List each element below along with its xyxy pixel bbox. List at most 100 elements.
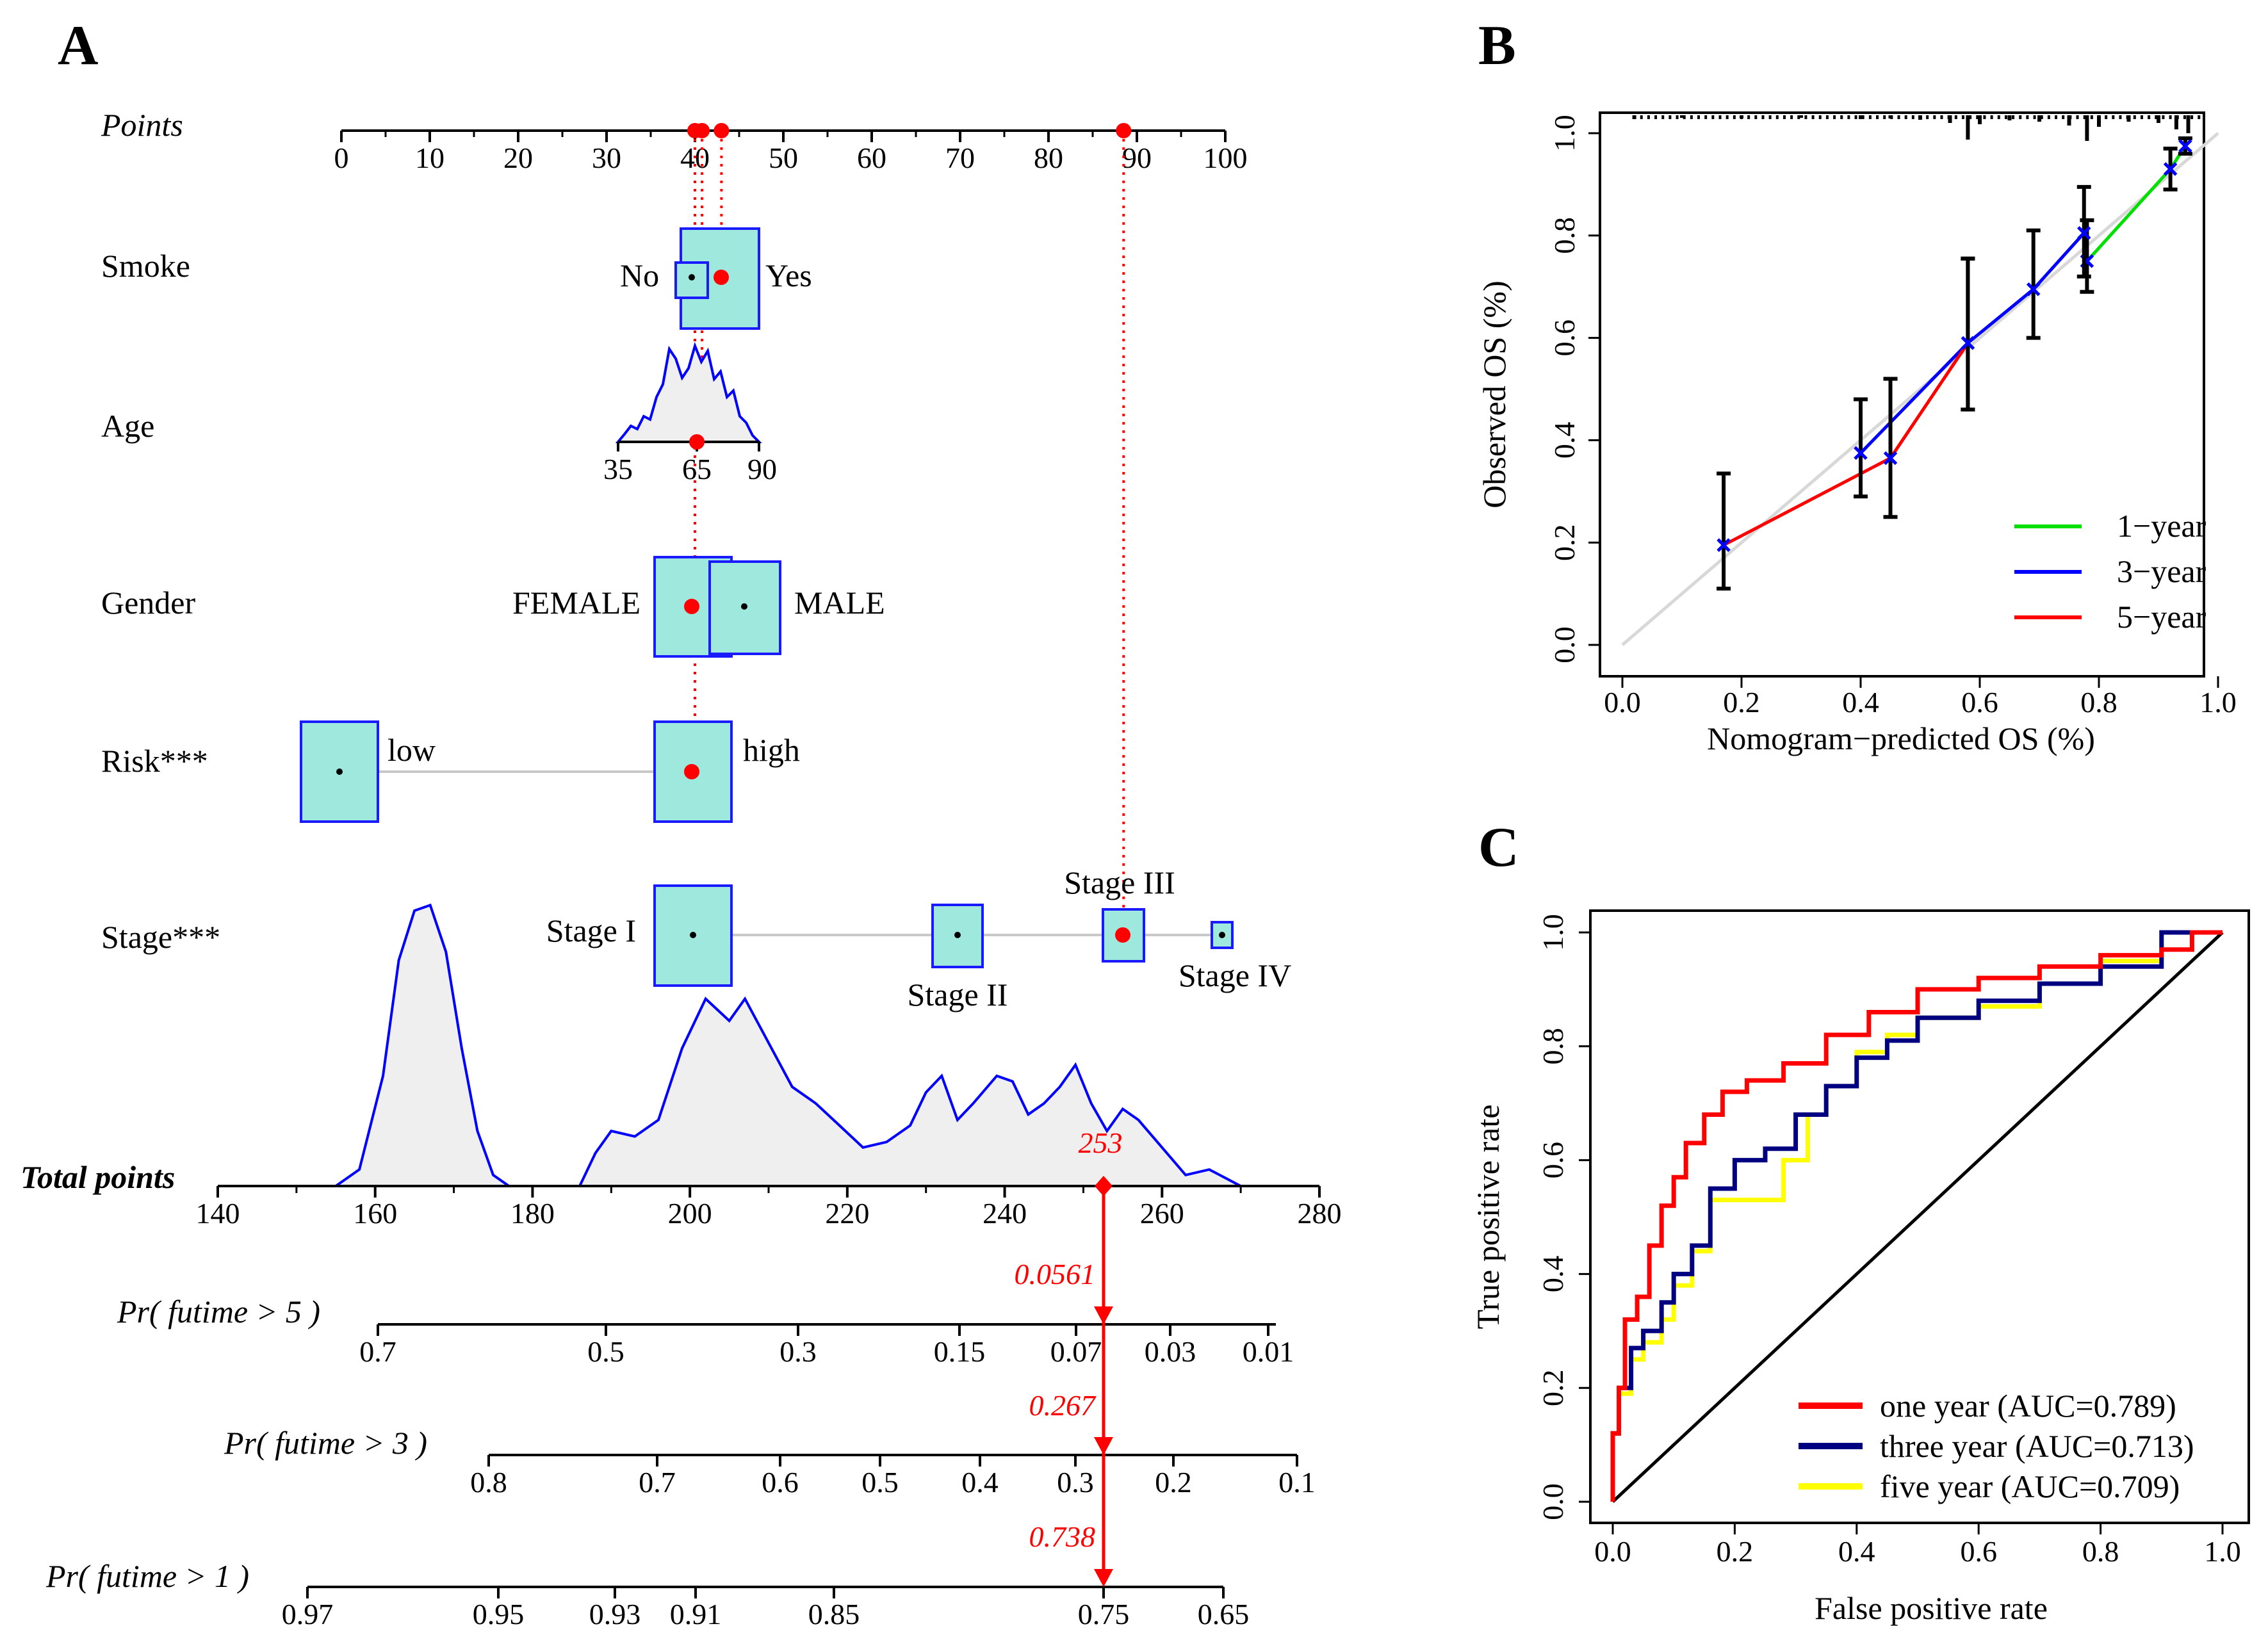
pr1-tick-label: 0.95 <box>473 1598 525 1630</box>
stage-row: Stage I Stage II Stage III Stage IV <box>546 865 1291 1012</box>
points-tick-label: 90 <box>1122 142 1152 174</box>
calibration-y-tick-label: 0.2 <box>1548 524 1581 561</box>
pr3-value: 0.267 <box>1029 1389 1097 1422</box>
pr3-tick-label: 0.1 <box>1278 1466 1316 1499</box>
smoke-row: No Yes <box>620 227 812 330</box>
smoke-label: Smoke <box>101 248 190 284</box>
points-tick-label: 10 <box>415 142 445 174</box>
roc-y-tick-label: 0.4 <box>1537 1256 1569 1293</box>
calibration-x-tick-label: 1.0 <box>2199 686 2237 719</box>
calibration-line-2 <box>1859 232 2085 455</box>
panel-a-letter: A <box>58 15 99 77</box>
risk-row: low high <box>300 720 800 823</box>
points-tick-label: 50 <box>769 142 798 174</box>
roc-y-tick-label: 0.6 <box>1537 1142 1569 1179</box>
total-points-density <box>335 903 1242 1187</box>
pr1-tick-label: 0.91 <box>670 1598 722 1630</box>
points-tick-label: 70 <box>945 142 975 174</box>
pr3-tick-label: 0.4 <box>961 1466 999 1499</box>
prediction-arrow: 253 0.0561 0.267 0.738 <box>1015 1126 1123 1587</box>
roc-x-tick-label: 0.6 <box>1960 1535 1997 1568</box>
calibration-rug <box>1632 115 2201 141</box>
stage-label: Stage*** <box>101 919 220 955</box>
roc-x-tick-label: 0.0 <box>1594 1535 1631 1568</box>
pr3-label: Pr( futime > 3 ) <box>224 1425 427 1461</box>
pr3-tick-label: 0.2 <box>1155 1466 1192 1499</box>
points-tick-label: 30 <box>592 142 621 174</box>
calibration-x-tick-label: 0.4 <box>1842 686 1879 719</box>
calibration-x-tick-label: 0.0 <box>1604 686 1641 719</box>
stage-ii-dot <box>954 932 961 938</box>
pr1-value: 0.738 <box>1029 1520 1096 1553</box>
calibration-x-tick-label: 0.6 <box>1961 686 1998 719</box>
age-label: Age <box>101 408 154 444</box>
calibration-y-tick-label: 0.0 <box>1548 626 1581 663</box>
pr5-tick-label: 0.3 <box>779 1335 817 1368</box>
gender-row: FEMALE MALE <box>512 556 885 658</box>
points-tick-label: 20 <box>503 142 533 174</box>
total-points-row: 140 160 180 200 220 240 260 280 <box>196 903 1342 1230</box>
points-tick-label: 0 <box>334 142 349 174</box>
points-label: Points <box>101 107 183 143</box>
pr5-tick-label: 0.07 <box>1050 1335 1102 1368</box>
calibration-xlabel: Nomogram−predicted OS (%) <box>1707 720 2095 756</box>
total-points-marker <box>1095 1176 1113 1196</box>
calibration-line-3 <box>1722 342 1970 547</box>
roc-y-tick-label: 1.0 <box>1537 914 1569 951</box>
panel-b-letter: B <box>1478 15 1516 77</box>
roc-ylabel: True positive rate <box>1470 1105 1506 1329</box>
pr5-row: 0.7 0.5 0.3 0.15 0.07 0.03 0.01 <box>359 1323 1294 1368</box>
pr5-tick-label: 0.03 <box>1145 1335 1196 1368</box>
legend-label-three-year: three year (AUC=0.713) <box>1880 1428 2194 1464</box>
smoke-no-dot <box>689 274 695 280</box>
roc-x-tick-label: 0.8 <box>2082 1535 2119 1568</box>
gender-female-label: FEMALE <box>512 585 640 621</box>
calibration-point <box>1883 451 1898 466</box>
calibration-point <box>1854 446 1868 460</box>
total-points-tick-label: 280 <box>1298 1197 1342 1230</box>
age-selected-marker <box>689 434 705 450</box>
roc-y-tick-label: 0.0 <box>1537 1483 1569 1520</box>
pr3-tick-label: 0.7 <box>639 1466 676 1499</box>
pr1-tick-label: 0.75 <box>1078 1598 1130 1630</box>
calibration-x-tick-label: 0.2 <box>1723 686 1760 719</box>
roc-legend: one year (AUC=0.789) three year (AUC=0.7… <box>1799 1388 2194 1504</box>
legend-label-5year: 5−year <box>2117 599 2207 635</box>
total-points-label: Total points <box>20 1159 175 1195</box>
gender-selected-marker <box>684 599 699 614</box>
calibration-y-tick-label: 0.4 <box>1548 422 1581 459</box>
smoke-no-label: No <box>620 257 659 293</box>
pr1-tick-label: 0.85 <box>808 1598 860 1630</box>
points-axis: 0 10 20 30 40 50 60 70 80 90 100 <box>334 123 1248 174</box>
pr1-tick-label: 0.93 <box>589 1598 641 1630</box>
risk-selected-marker <box>684 764 699 779</box>
stage-selected-marker <box>1115 927 1130 943</box>
roc-curve-five-year <box>1610 930 2223 1502</box>
age-tick-label: 90 <box>747 453 777 485</box>
roc-x-tick-label: 0.4 <box>1838 1535 1875 1568</box>
gender-male-dot <box>741 603 747 610</box>
total-points-tick-label: 240 <box>983 1197 1027 1230</box>
total-points-tick-label: 160 <box>353 1197 397 1230</box>
roc-y-tick-label: 0.2 <box>1537 1369 1569 1406</box>
calibration-y-tick-label: 0.8 <box>1548 217 1581 254</box>
roc-x-tick-label: 0.2 <box>1717 1535 1754 1568</box>
stage-iv-label: Stage IV <box>1179 957 1291 993</box>
calibration-frame <box>1599 111 2205 678</box>
total-points-value: 253 <box>1079 1126 1123 1159</box>
pr5-arrowhead <box>1094 1306 1113 1324</box>
smoke-yes-label: Yes <box>765 257 812 293</box>
stage-ii-label: Stage II <box>908 977 1008 1012</box>
risk-high-label: high <box>743 732 800 768</box>
panel-c-letter: C <box>1478 817 1519 879</box>
age-tick-label: 35 <box>603 453 633 485</box>
age-tick-label: 65 <box>682 453 712 485</box>
total-points-tick-label: 220 <box>825 1197 869 1230</box>
pr1-tick-label: 0.97 <box>282 1598 334 1630</box>
roc-frame <box>1589 909 2250 1524</box>
roc-curve-three-year <box>1610 930 2223 1502</box>
pr5-tick-label: 0.5 <box>587 1335 624 1368</box>
calibration-point <box>1961 336 1975 350</box>
pr1-tick-label: 0.65 <box>1198 1598 1250 1630</box>
pr3-tick-label: 0.6 <box>762 1466 799 1499</box>
